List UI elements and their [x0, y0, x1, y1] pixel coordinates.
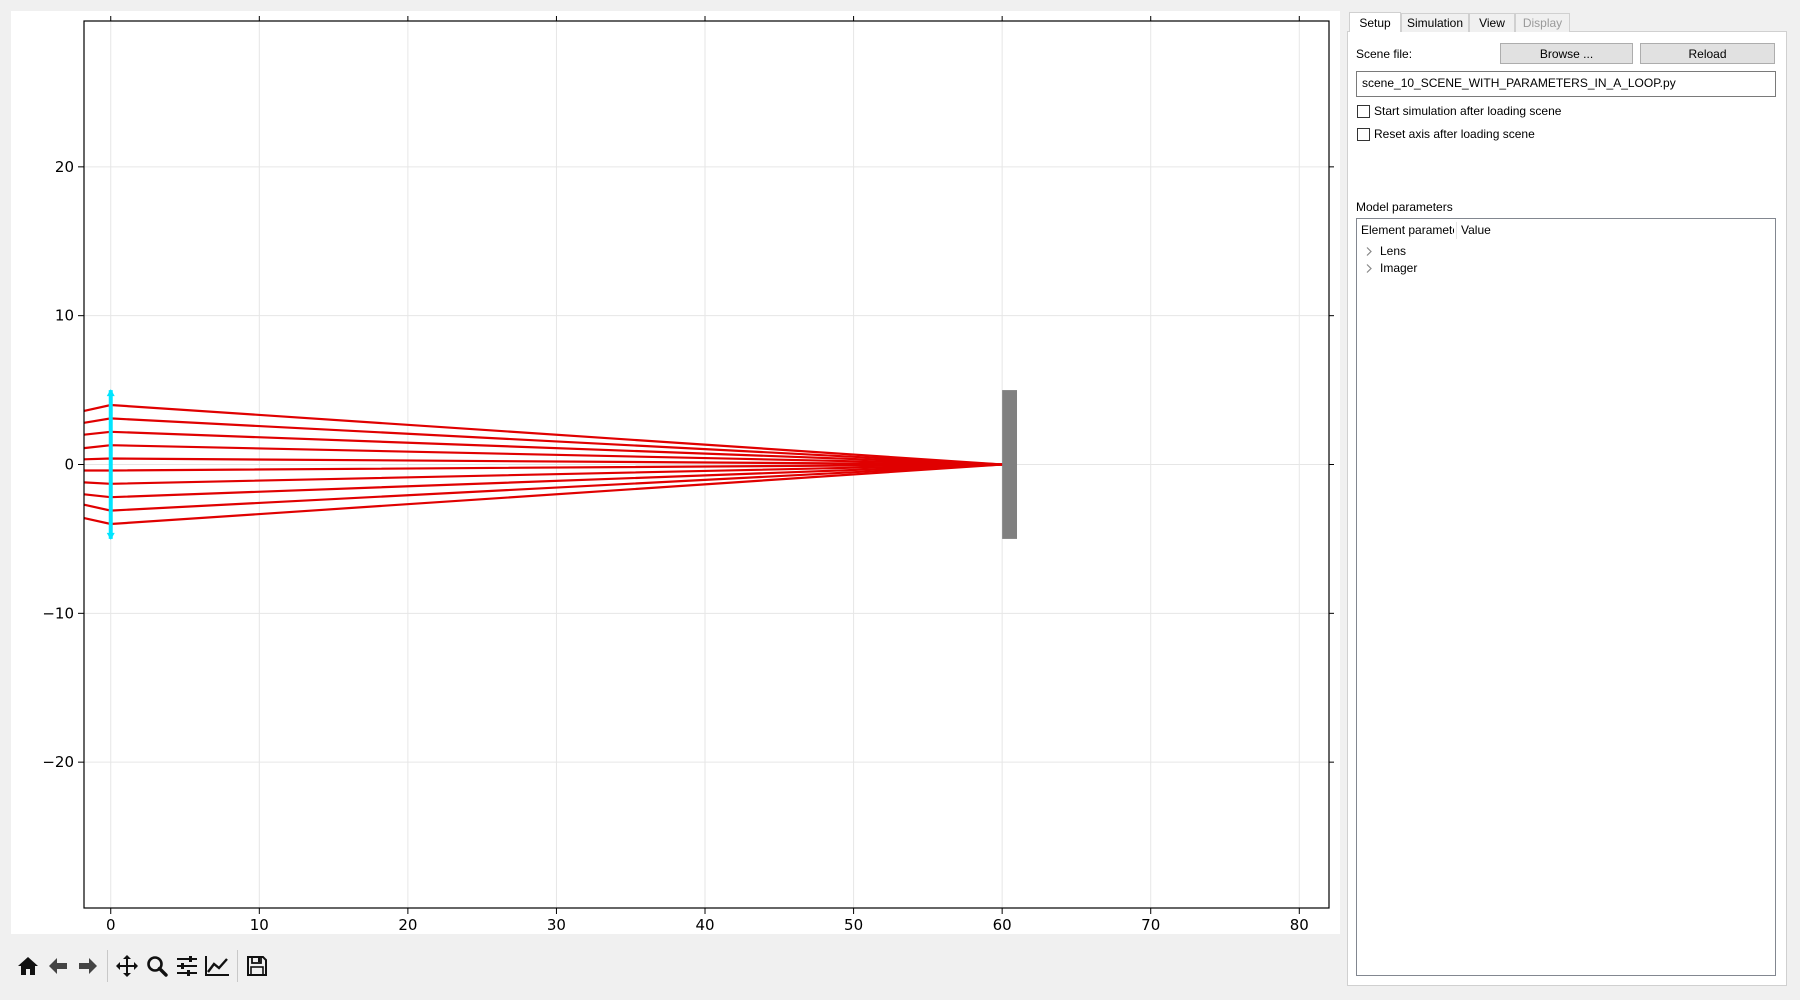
light-ray: [83, 417, 1003, 466]
floppy-disk-icon: [247, 956, 267, 976]
x-tick-label: 20: [398, 916, 417, 934]
zoom-button[interactable]: [142, 948, 172, 984]
lens-arrowhead-top: [106, 389, 115, 397]
start-simulation-checkbox[interactable]: [1357, 105, 1370, 118]
y-tick-label: 0: [64, 456, 74, 474]
x-tick-label: 10: [250, 916, 269, 934]
reset-axis-checkbox[interactable]: [1357, 128, 1370, 141]
tree-item-label: Imager: [1380, 261, 1418, 275]
x-tick-label: 0: [106, 916, 116, 934]
chevron-right-icon[interactable]: [1363, 243, 1375, 260]
start-simulation-label: Start simulation after loading scene: [1374, 104, 1562, 118]
model-parameters-label: Model parameters: [1356, 200, 1453, 214]
column-header-element[interactable]: Element paramete: [1361, 223, 1454, 237]
arrow-right-icon: [79, 958, 97, 974]
y-tick-label: 20: [55, 158, 74, 176]
back-button[interactable]: [43, 948, 73, 984]
plot-canvas[interactable]: 0 10 20 30 40 50 60 70 80 20 10 0 −10 −20: [11, 11, 1340, 934]
lens-arrowhead-bottom: [106, 532, 115, 540]
imager-element: [1002, 390, 1018, 539]
scene-file-label: Scene file:: [1356, 47, 1413, 61]
reload-button[interactable]: Reload: [1640, 43, 1775, 64]
ray-trace-plot[interactable]: 0 10 20 30 40 50 60 70 80 20 10 0 −10 −20: [11, 11, 1340, 934]
toolbar-separator: [107, 950, 108, 982]
forward-button[interactable]: [73, 948, 103, 984]
navigation-toolbar: [11, 946, 311, 986]
pan-button[interactable]: [112, 948, 142, 984]
browse-button[interactable]: Browse ...: [1500, 43, 1633, 64]
home-button[interactable]: [13, 948, 43, 984]
y-tick-label: 10: [55, 307, 74, 325]
configure-subplots-button[interactable]: [172, 948, 202, 984]
x-tick-label: 60: [993, 916, 1012, 934]
tab-setup[interactable]: Setup: [1349, 12, 1401, 32]
home-icon: [18, 957, 38, 975]
x-tick-label: 40: [695, 916, 714, 934]
light-ray: [83, 463, 1003, 512]
model-parameters-tree[interactable]: Element paramete Value Lens Imager: [1356, 218, 1776, 976]
x-tick-label: 80: [1290, 916, 1309, 934]
tree-item-imager[interactable]: Imager: [1357, 260, 1775, 277]
arrow-left-icon: [49, 958, 67, 974]
reset-axis-label: Reset axis after loading scene: [1374, 127, 1535, 141]
y-tick-label: −10: [42, 604, 74, 622]
edit-axis-button[interactable]: [202, 948, 232, 984]
move-icon: [116, 955, 138, 977]
x-tick-label: 30: [547, 916, 566, 934]
toolbar-separator: [237, 950, 238, 982]
tab-simulation[interactable]: Simulation: [1401, 13, 1469, 32]
column-divider: [1456, 222, 1457, 239]
column-header-value[interactable]: Value: [1461, 223, 1491, 237]
save-figure-button[interactable]: [242, 948, 272, 984]
x-tick-label: 70: [1141, 916, 1160, 934]
magnifier-icon: [147, 956, 168, 977]
y-tick-label: −20: [42, 753, 74, 771]
chevron-right-icon[interactable]: [1363, 260, 1375, 277]
scene-file-input[interactable]: scene_10_SCENE_WITH_PARAMETERS_IN_A_LOOP…: [1356, 71, 1776, 97]
tab-display: Display: [1515, 13, 1570, 32]
tree-item-lens[interactable]: Lens: [1357, 243, 1775, 260]
tab-view[interactable]: View: [1469, 13, 1515, 32]
tree-item-label: Lens: [1380, 244, 1407, 258]
sliders-icon: [177, 956, 197, 976]
x-tick-label: 50: [844, 916, 863, 934]
line-chart-icon: [205, 956, 229, 976]
